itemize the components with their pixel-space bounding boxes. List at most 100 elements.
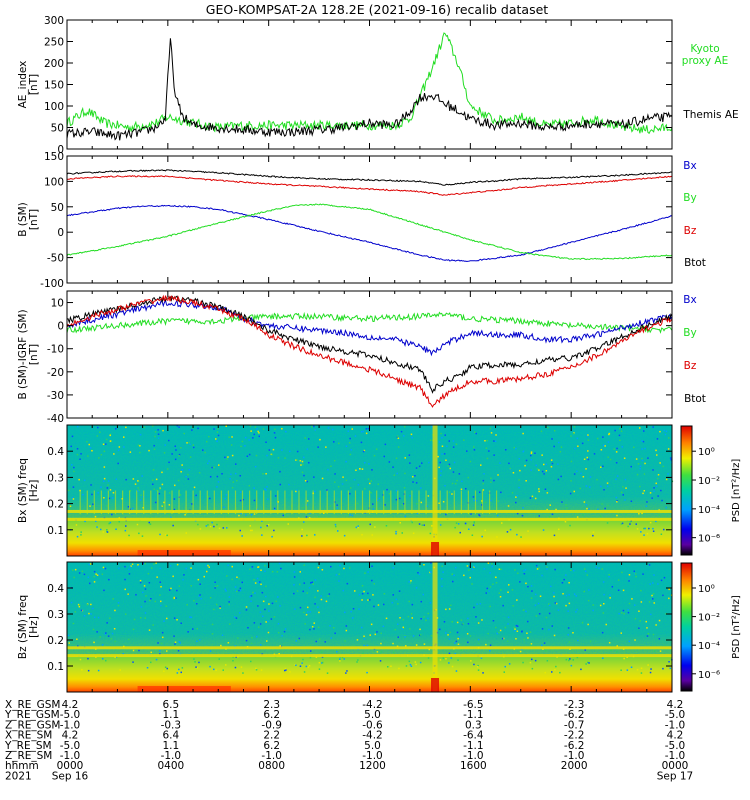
spectrogram-speckle [445,608,447,611]
table-row-label: 2021 [5,770,32,782]
spectrogram-speckle [386,488,388,491]
spectrogram-speckle [360,441,363,444]
spectrogram-speckle [541,628,544,630]
spectrogram-speckle [277,623,280,625]
spectrogram-speckle [74,568,77,571]
spectrogram-speckle [260,669,263,671]
spectrogram-speckle [251,636,253,639]
table-cell: 4.2 [62,730,79,742]
spectrogram-speckle [653,602,655,604]
spectrogram-speckle [222,527,225,529]
harmonic-stripe [397,490,399,515]
spectrogram-speckle [168,461,170,464]
harmonic-stripe [129,490,131,515]
spectrogram-speckle [428,648,430,651]
harmonic-stripe [319,490,321,515]
spectrogram-speckle [159,488,161,490]
spectrogram-speckle [230,444,233,446]
spectrogram-speckle [448,652,451,655]
spectrogram-speckle [308,665,311,667]
spectrogram-speckle [264,570,266,573]
spectrogram-speckle [118,521,120,523]
spectrogram-speckle [108,497,111,500]
spectrogram-speckle [179,642,182,644]
spectrogram-speckle [72,569,74,571]
spectrogram-speckle [182,578,184,581]
spectrogram-speckle [636,473,639,476]
spectrogram-speckle [308,462,310,464]
y-axis-unit: [nT] [28,344,40,365]
spectrogram-speckle [641,457,643,460]
spectrogram-speckle [299,571,301,573]
spectrogram-speckle [520,536,522,538]
spectrogram-speckle [159,567,162,570]
spectrogram-speckle [265,621,267,623]
series-line-bx [66,299,673,357]
spectrogram-speckle [450,604,452,607]
spectrogram-speckle [473,663,475,666]
spectrogram-speckle [124,565,126,568]
spectrogram-speckle [162,636,164,639]
spectrogram-speckle [587,458,589,461]
spectrogram-speckle [161,631,164,634]
spectrogram-speckle [139,579,142,582]
spectrogram-speckle [535,564,538,567]
spectrogram-speckle [580,472,582,475]
spectrogram-speckle [199,594,201,596]
spectrogram-speckle [166,667,168,670]
spectrogram-speckle [163,452,166,454]
spectrogram-speckle [489,572,491,574]
spectrogram-speckle [364,572,366,574]
spectrogram-speckle [649,671,652,674]
spectrogram-speckle [209,525,212,528]
spectrogram-speckle [412,635,415,637]
spectrogram-speckle [442,571,444,573]
spectrogram-speckle [577,639,579,642]
spectrogram-speckle [227,564,229,566]
spectrogram-speckle [254,465,257,468]
harmonic-stripe [467,490,469,515]
spectrogram-speckle [354,435,357,437]
spectrogram-speckle [495,582,498,584]
spectral-band [67,646,672,650]
spectrogram-speckle [412,481,414,483]
spectrogram-speckle [79,458,81,460]
spectrogram-speckle [376,651,379,653]
spectrogram-speckle [391,601,393,604]
spectrogram-speckle [395,489,398,492]
spectrogram-speckle [604,445,606,447]
spectrogram-speckle [306,500,309,502]
spectrogram-speckle [209,497,211,500]
spectrogram-speckle [609,594,611,596]
spectrogram-speckle [402,626,404,629]
spectrogram-speckle [350,449,352,451]
spectrogram-speckle [621,522,624,525]
spectrogram-speckle [427,495,430,497]
legend-bx: Bx [683,294,696,306]
spectrogram-speckle [481,504,483,506]
spectrogram-speckle [129,490,132,492]
spectrogram-speckle [70,445,72,448]
spectrogram-speckle [305,516,308,518]
spectrogram-speckle [144,588,147,590]
spectrogram-speckle [395,532,397,535]
spectrogram-speckle [75,524,78,526]
spectrogram-speckle [663,576,666,579]
spectrogram-speckle [451,621,453,623]
spectrogram-speckle [404,636,406,638]
table-cell: 1.1 [162,709,179,721]
spectrogram-speckle [343,567,345,570]
spectrogram-speckle [448,638,451,640]
spectrogram-speckle [128,573,131,575]
spectrogram-speckle [343,658,345,660]
spectrogram-speckle [113,628,116,630]
spectrogram-speckle [150,567,153,569]
spectrogram-speckle [420,618,422,620]
spectrogram-speckle [549,504,551,506]
spectrogram-speckle [491,562,493,565]
spectrogram-speckle [363,590,365,593]
spectrogram-speckle [411,603,414,606]
spectrogram-speckle [225,494,228,496]
spectrogram-speckle [289,450,291,453]
spectrogram-speckle [457,637,459,640]
